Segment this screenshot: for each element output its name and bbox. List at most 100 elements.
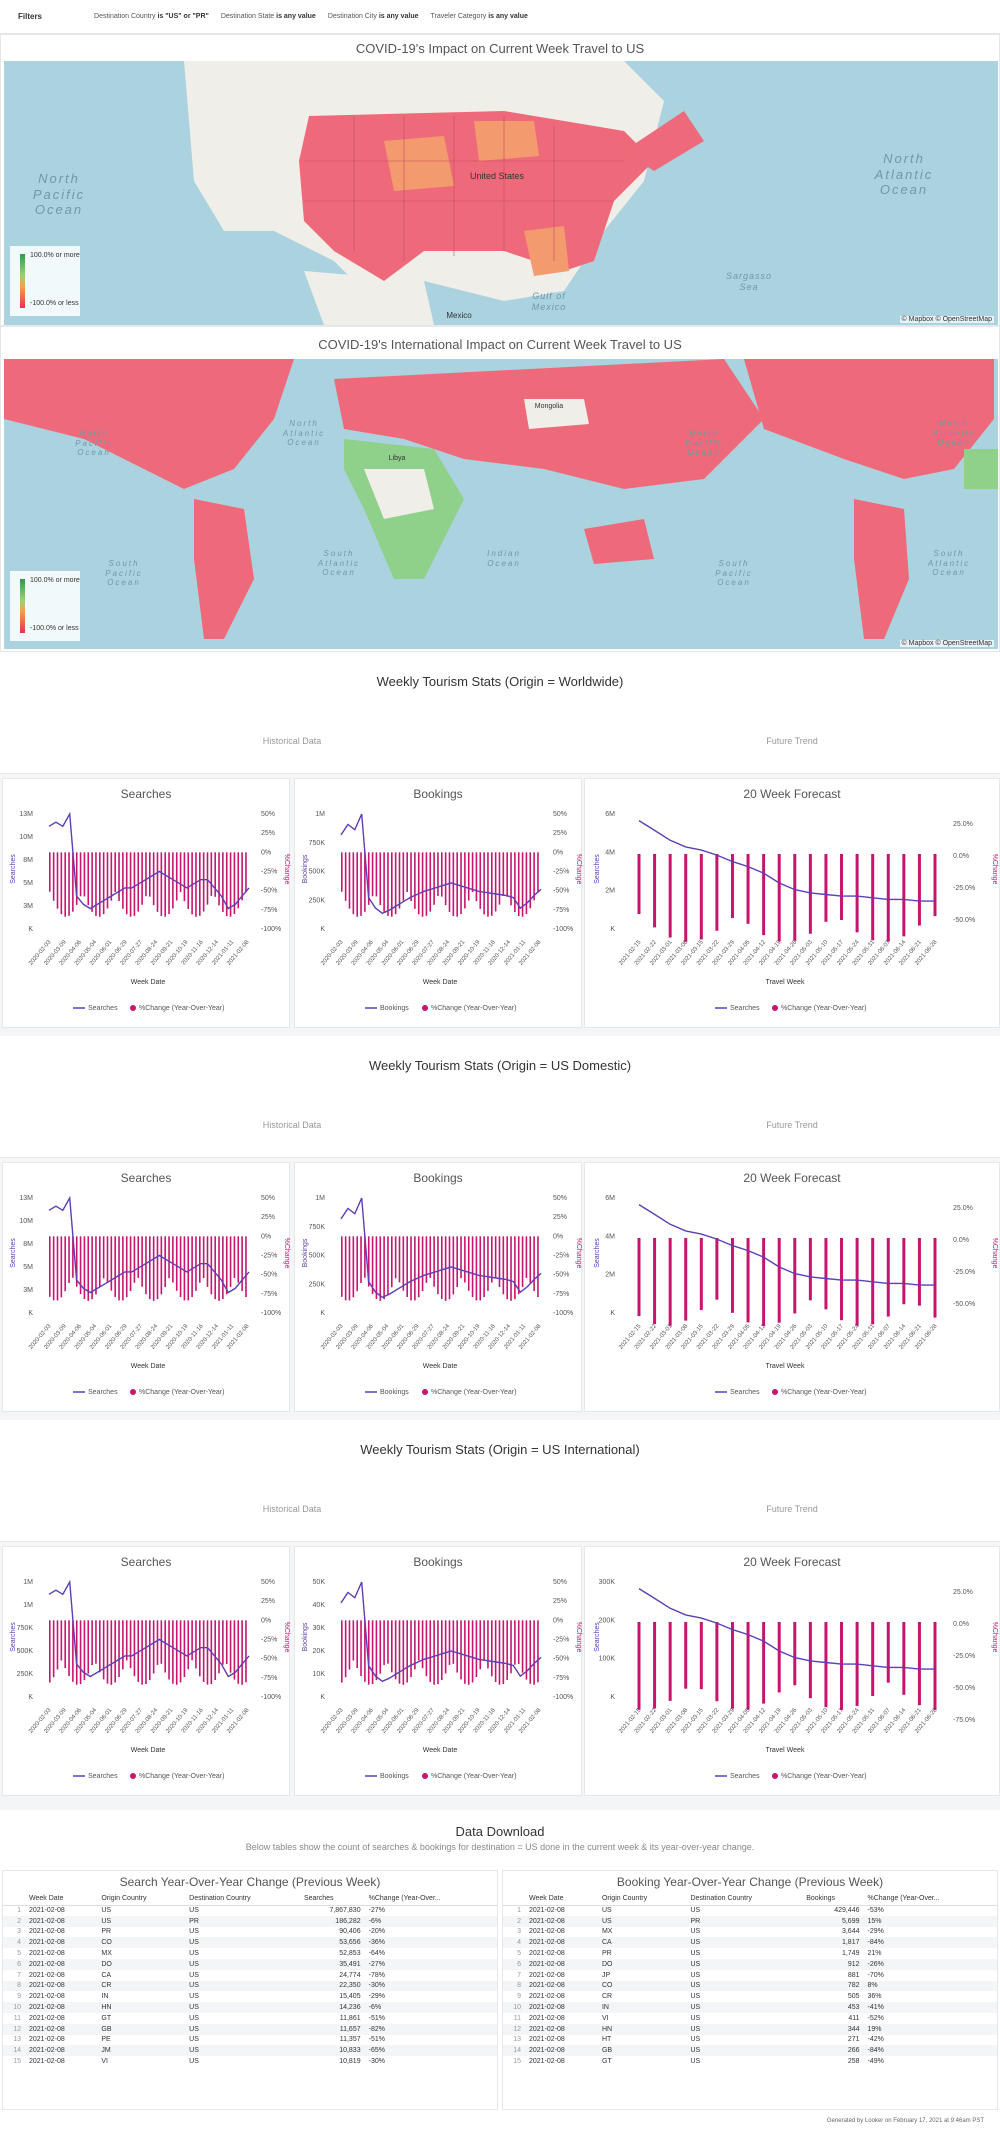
pct-change-bar bbox=[414, 1236, 416, 1301]
pct-change-bar bbox=[402, 1236, 405, 1291]
map-attribution[interactable]: © Mapbox © OpenStreetMap bbox=[899, 640, 994, 647]
pct-change-bar bbox=[533, 1236, 535, 1291]
y-tick-label: 500K bbox=[309, 1253, 326, 1260]
pct-change-bar bbox=[68, 1236, 70, 1283]
legend-bar-swatch bbox=[422, 1005, 428, 1011]
column-header[interactable]: Destination Country bbox=[185, 1893, 300, 1906]
column-header[interactable]: Destination Country bbox=[686, 1893, 803, 1906]
table-cell: PR bbox=[101, 1928, 112, 1936]
table-cell: -78% bbox=[368, 1971, 385, 1979]
pct-change-bar bbox=[164, 1620, 166, 1673]
table-cell: US bbox=[686, 1937, 803, 1949]
pct-change-bar bbox=[402, 852, 405, 901]
y-tick-label: 300K bbox=[599, 1579, 616, 1586]
pct-change-bar bbox=[237, 852, 240, 909]
pct-change-bar bbox=[191, 1620, 193, 1661]
pct-change-bar bbox=[521, 1620, 524, 1673]
trend-line bbox=[340, 813, 542, 915]
y-tick-label: 4M bbox=[605, 849, 615, 856]
pct-change-bar bbox=[902, 1238, 906, 1305]
pct-change-bar bbox=[471, 1620, 474, 1683]
pct-change-bar bbox=[471, 852, 474, 893]
land-south-america-2 bbox=[854, 499, 909, 639]
pct-change-bar bbox=[699, 854, 703, 940]
table-cell: MX bbox=[101, 1950, 112, 1958]
ocean-label: South Pacific Ocean bbox=[715, 559, 753, 588]
pct-change-bar bbox=[75, 852, 78, 905]
pct-change-bar bbox=[529, 1620, 532, 1684]
download-subtitle: Below tables show the count of searches … bbox=[245, 1842, 755, 1852]
pct-change-bar bbox=[352, 1236, 355, 1298]
pct-tick-label: 25% bbox=[553, 1214, 567, 1221]
pct-tick-label: -75% bbox=[261, 1675, 277, 1682]
pct-change-bar bbox=[122, 852, 124, 909]
table-cell: CA bbox=[101, 1971, 112, 1979]
count-cell: 3,644 bbox=[841, 1928, 860, 1936]
filter-value: is any value bbox=[488, 13, 528, 20]
pct-change-bar bbox=[156, 1620, 159, 1665]
column-header[interactable]: Week Date bbox=[25, 1893, 98, 1906]
pct-tick-label: 25% bbox=[553, 830, 567, 837]
pct-change-bar bbox=[114, 852, 116, 892]
column-header[interactable]: Origin Country bbox=[97, 1893, 186, 1906]
pct-change-bar bbox=[510, 852, 512, 906]
state-highlight bbox=[474, 121, 539, 161]
filter-destination-country[interactable]: Destination Country is "US" or "PR" bbox=[94, 13, 209, 20]
pct-change-bar bbox=[506, 852, 508, 897]
y-axis-label: Bookings bbox=[302, 1238, 309, 1267]
legend-max-label: 100.0% or more bbox=[30, 577, 80, 584]
table-row: 15 2021-02-08 VI US 10,819 -30% bbox=[3, 2056, 497, 2067]
bookings-chart-svg: 1M 750K 500K 250K K Bookings 50% 25% 0% -25% -50% -… bbox=[302, 811, 582, 1012]
filter-destination-state[interactable]: Destination State is any value bbox=[221, 13, 316, 20]
filter-destination-city[interactable]: Destination City is any value bbox=[328, 13, 419, 20]
column-header[interactable]: %Change (Year-Over... bbox=[863, 1893, 997, 1906]
pct-tick-label: -50% bbox=[553, 888, 569, 895]
pct-change-bar bbox=[840, 1622, 844, 1710]
x-axis-label: Travel Week bbox=[766, 1747, 805, 1754]
table-cell: PR bbox=[686, 1915, 803, 1927]
pct-change-bar bbox=[840, 854, 844, 921]
pct-change-bar bbox=[149, 1620, 151, 1681]
column-header[interactable]: %Change (Year-Over... bbox=[364, 1893, 497, 1906]
row-number: 9 bbox=[517, 1993, 521, 2001]
world-map[interactable]: North Pacific Ocean North Atlantic Ocean… bbox=[4, 359, 998, 649]
table-cell: US bbox=[185, 1937, 300, 1949]
us-map[interactable]: North Pacific Ocean North Atlantic Ocean… bbox=[4, 61, 998, 325]
pct-change-bar bbox=[491, 1236, 493, 1283]
pct-change-bar bbox=[72, 1236, 74, 1278]
column-header[interactable]: Bookings bbox=[802, 1893, 864, 1906]
y-axis-label: Searches bbox=[594, 1622, 601, 1652]
y-tick-label: 1M bbox=[315, 811, 325, 818]
pct-tick-label: -50% bbox=[553, 1656, 569, 1663]
pct-change-bar bbox=[537, 1236, 539, 1298]
y-tick-label: K bbox=[28, 926, 33, 933]
ocean-label: South Pacific Ocean bbox=[105, 559, 143, 588]
pct-change-bar bbox=[229, 1620, 232, 1673]
pct-change-bar bbox=[102, 852, 105, 915]
pct-change-bar bbox=[87, 1620, 90, 1674]
table-row: 8 2021-02-08 CR US 22,350 -30% bbox=[3, 1980, 497, 1992]
pct-change-bar bbox=[125, 852, 128, 915]
pct-tick-label: 0.0% bbox=[953, 1621, 969, 1628]
pct-change-bar bbox=[793, 1622, 797, 1686]
table-cell: 2021-02-08 bbox=[525, 2023, 598, 2035]
table-row: 9 2021-02-08 CR US 505 36% bbox=[503, 1991, 997, 2002]
pct-change-bar bbox=[152, 1236, 155, 1301]
column-header[interactable]: Searches bbox=[299, 1893, 365, 1906]
table-cell: GB bbox=[97, 2023, 186, 2035]
filter-traveler-category[interactable]: Traveler Category is any value bbox=[431, 13, 528, 20]
table-cell: US bbox=[189, 1950, 199, 1958]
column-header[interactable]: Origin Country bbox=[597, 1893, 687, 1906]
column-header[interactable]: Week Date bbox=[525, 1893, 598, 1906]
y-axis-label: Bookings bbox=[302, 854, 309, 883]
pct-change-bar bbox=[60, 1620, 63, 1661]
pct-tick-label: -100% bbox=[553, 1694, 573, 1701]
table-cell: US bbox=[189, 2036, 199, 2044]
map-attribution[interactable]: © Mapbox © OpenStreetMap bbox=[899, 316, 994, 323]
filters-label[interactable]: Filters bbox=[18, 12, 43, 21]
pct-change-bar bbox=[410, 1620, 412, 1678]
table-cell: HN bbox=[597, 2023, 687, 2035]
table-cell: 19% bbox=[863, 2023, 997, 2035]
right-axis-label: %Change bbox=[575, 1622, 582, 1653]
pct-change-bar bbox=[195, 1236, 197, 1291]
